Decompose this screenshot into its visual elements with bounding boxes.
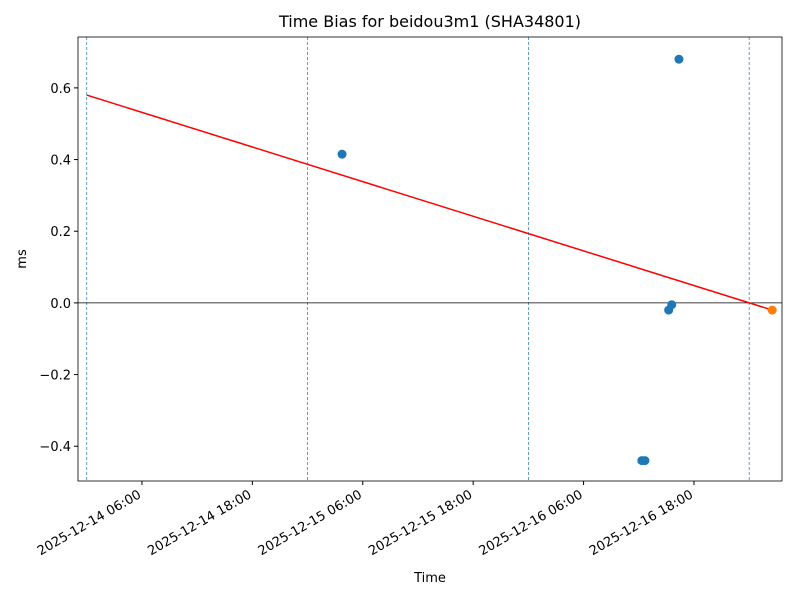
plot-frame [77, 36, 783, 482]
data-point [640, 456, 650, 466]
y-tick-label: 0.6 [50, 82, 71, 97]
data-point [674, 54, 684, 64]
x-tick-label: 2025-12-15 06:00 [256, 487, 365, 559]
x-tick-label: 2025-12-15 18:00 [366, 487, 475, 559]
y-tick-label: 0.0 [50, 297, 71, 312]
y-axis-label: ms [15, 249, 30, 269]
x-axis-label: Time [413, 571, 446, 586]
y-tick-label: 0.2 [50, 225, 71, 240]
x-tick-label: 2025-12-16 18:00 [587, 487, 696, 559]
data-point [767, 305, 777, 315]
x-tick-label: 2025-12-14 06:00 [35, 487, 144, 559]
data-point [337, 149, 347, 159]
x-tick-label: 2025-12-16 06:00 [477, 487, 586, 559]
x-tick-label: 2025-12-14 18:00 [145, 487, 254, 559]
y-tick-label: −0.4 [39, 440, 71, 455]
y-tick-label: 0.4 [50, 154, 71, 169]
data-point [667, 300, 677, 310]
chart-title: Time Bias for beidou3m1 (SHA34801) [278, 12, 581, 31]
y-tick-label: −0.2 [39, 369, 71, 384]
trend-line [86, 94, 773, 311]
